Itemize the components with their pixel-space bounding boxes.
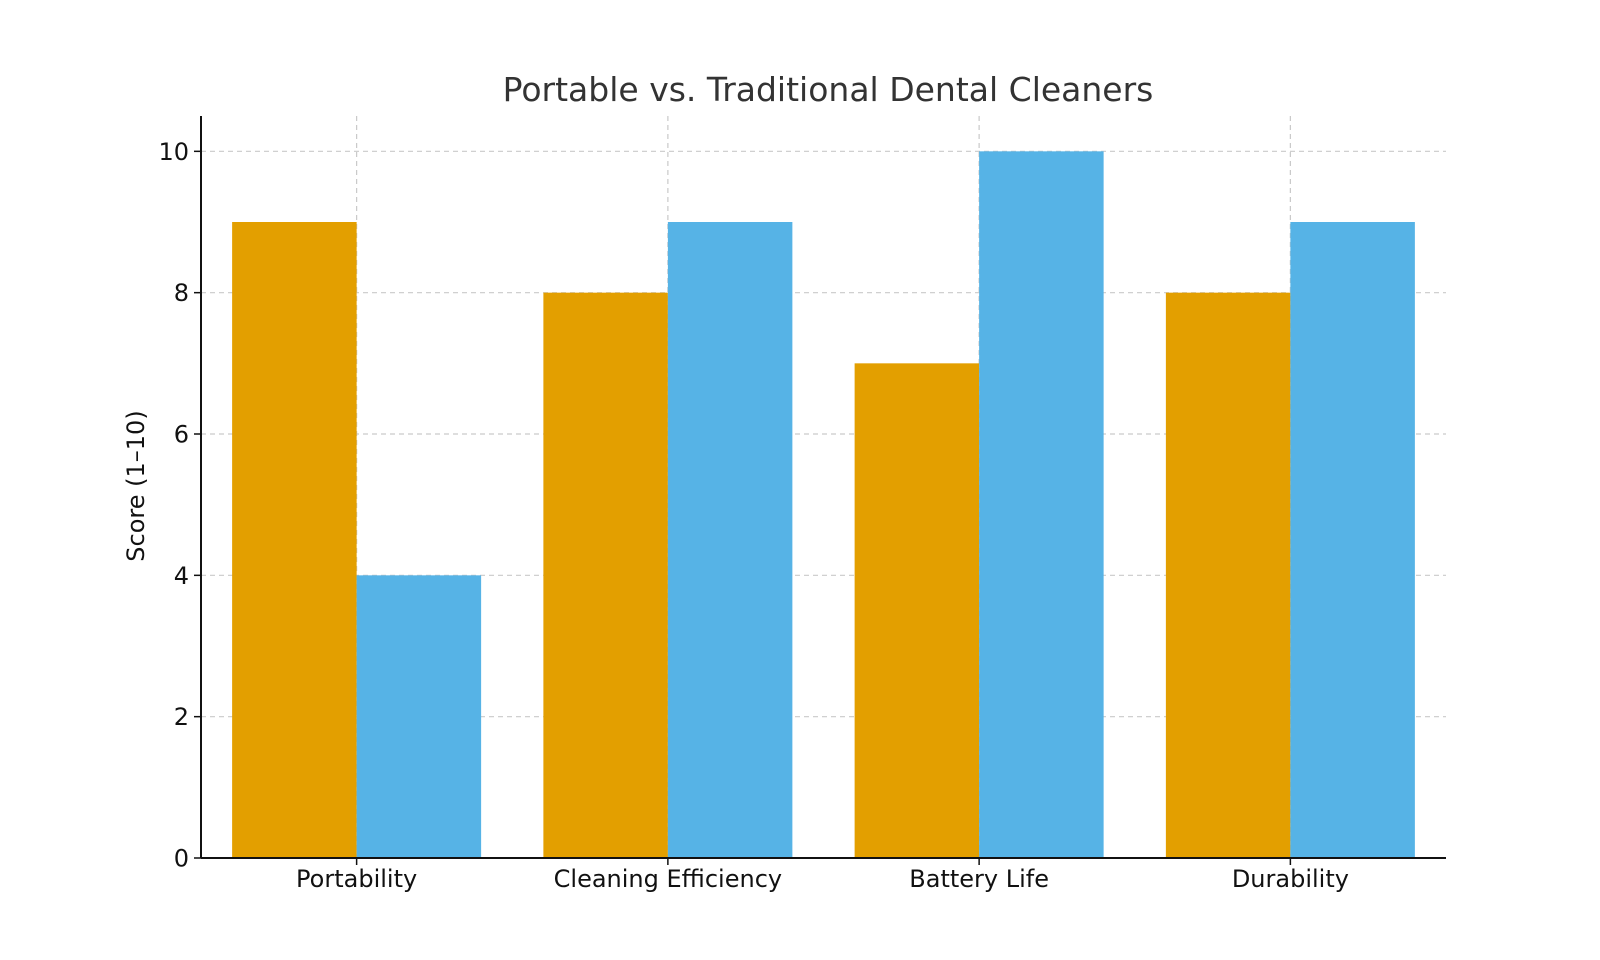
bar-traditional-cleaning-efficiency xyxy=(667,222,793,858)
y-tick-label: 8 xyxy=(174,279,189,307)
x-tick-label: Battery Life xyxy=(909,865,1049,893)
bar-portable-portability xyxy=(232,222,357,858)
bar-traditional-battery-life xyxy=(979,151,1104,859)
x-tick-label: Portability xyxy=(296,865,417,893)
bar-portable-battery-life xyxy=(854,363,980,858)
bar-traditional-portability xyxy=(356,575,482,858)
y-tick-label: 2 xyxy=(174,703,189,731)
x-tick-label: Durability xyxy=(1232,865,1349,893)
tick-labels: 0 2 4 6 8 10 Portability Cleaning Efficiency Bat… xyxy=(158,138,1348,893)
bar-traditional-durability xyxy=(1290,222,1415,858)
y-tick-label: 0 xyxy=(174,845,189,873)
x-tick-label: Cleaning Efficiency xyxy=(554,865,782,893)
bars xyxy=(232,151,1415,859)
y-tick-label: 6 xyxy=(174,421,189,449)
axes xyxy=(194,116,1446,865)
y-tick-label: 10 xyxy=(158,138,189,166)
bar-portable-durability xyxy=(1165,292,1291,859)
y-tick-label: 4 xyxy=(174,562,189,590)
chart-title: Portable vs. Traditional Dental Cleaners xyxy=(503,70,1154,109)
bar-portable-cleaning-efficiency xyxy=(543,292,668,859)
y-axis-label: Score (1–10) xyxy=(122,410,150,561)
